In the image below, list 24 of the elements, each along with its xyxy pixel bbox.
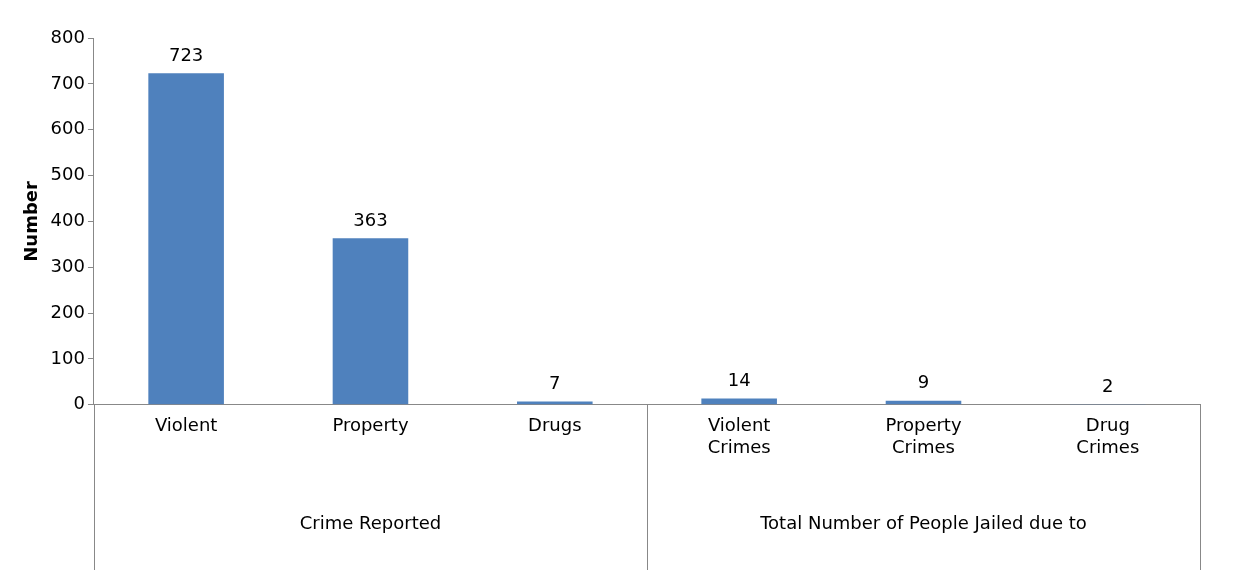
data-label: 14 — [727, 369, 751, 391]
x-tick-label: Drugs — [528, 414, 582, 436]
y-axis-title: Number — [20, 180, 42, 262]
x-tick-label: Drug Crimes — [1076, 414, 1140, 457]
y-tick-label: 200 — [50, 300, 85, 322]
data-label: 2 — [1102, 374, 1114, 396]
x-tick-label: Violent Crimes — [707, 414, 771, 457]
y-tick-label: 500 — [50, 163, 85, 185]
data-label: 7 — [549, 372, 561, 394]
y-tick-label: 100 — [50, 346, 85, 368]
y-tick-label: 700 — [50, 71, 85, 93]
y-tick-label: 0 — [73, 392, 85, 414]
y-tick-label: 300 — [50, 254, 85, 276]
y-tick-label: 800 — [50, 25, 85, 47]
data-label: 9 — [917, 371, 930, 393]
y-tick-label: 400 — [50, 209, 85, 231]
text: Total Number of People Jailed due to — [759, 512, 1087, 534]
x-tick-label: Property — [332, 414, 409, 436]
y-tick-label: 600 — [50, 117, 85, 139]
x-tick-label: Property Crimes — [885, 414, 962, 457]
data-label: 723 — [168, 43, 204, 65]
text: Crime Reported — [299, 512, 442, 534]
x-tick-label: Violent — [154, 414, 218, 436]
data-label: 363 — [353, 209, 388, 231]
